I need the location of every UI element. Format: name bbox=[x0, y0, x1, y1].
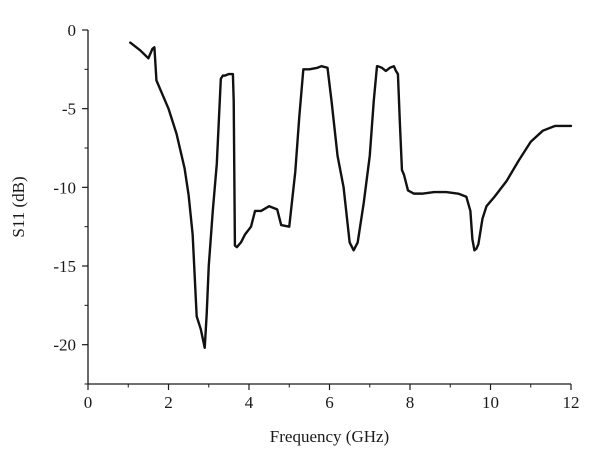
x-axis-label: Frequency (GHz) bbox=[270, 427, 389, 446]
x-tick-label: 6 bbox=[325, 393, 334, 412]
x-tick-label: 0 bbox=[84, 393, 93, 412]
y-tick-label: -20 bbox=[53, 336, 76, 355]
x-tick-label: 12 bbox=[563, 393, 580, 412]
y-tick-label: -10 bbox=[53, 178, 76, 197]
y-tick-label: 0 bbox=[68, 21, 77, 40]
x-tick-label: 10 bbox=[482, 393, 499, 412]
y-tick-label: -15 bbox=[53, 257, 76, 276]
y-axis-label: S11 (dB) bbox=[9, 176, 28, 237]
x-tick-label: 4 bbox=[245, 393, 254, 412]
plot-area: 0 2 4 6 8 10 12 0 -5 -10 -15 -20 bbox=[53, 21, 579, 412]
y-tick-label: -5 bbox=[62, 100, 76, 119]
x-tick-label: 2 bbox=[164, 393, 173, 412]
s11-series-line bbox=[129, 41, 573, 350]
x-tick-label: 8 bbox=[406, 393, 415, 412]
